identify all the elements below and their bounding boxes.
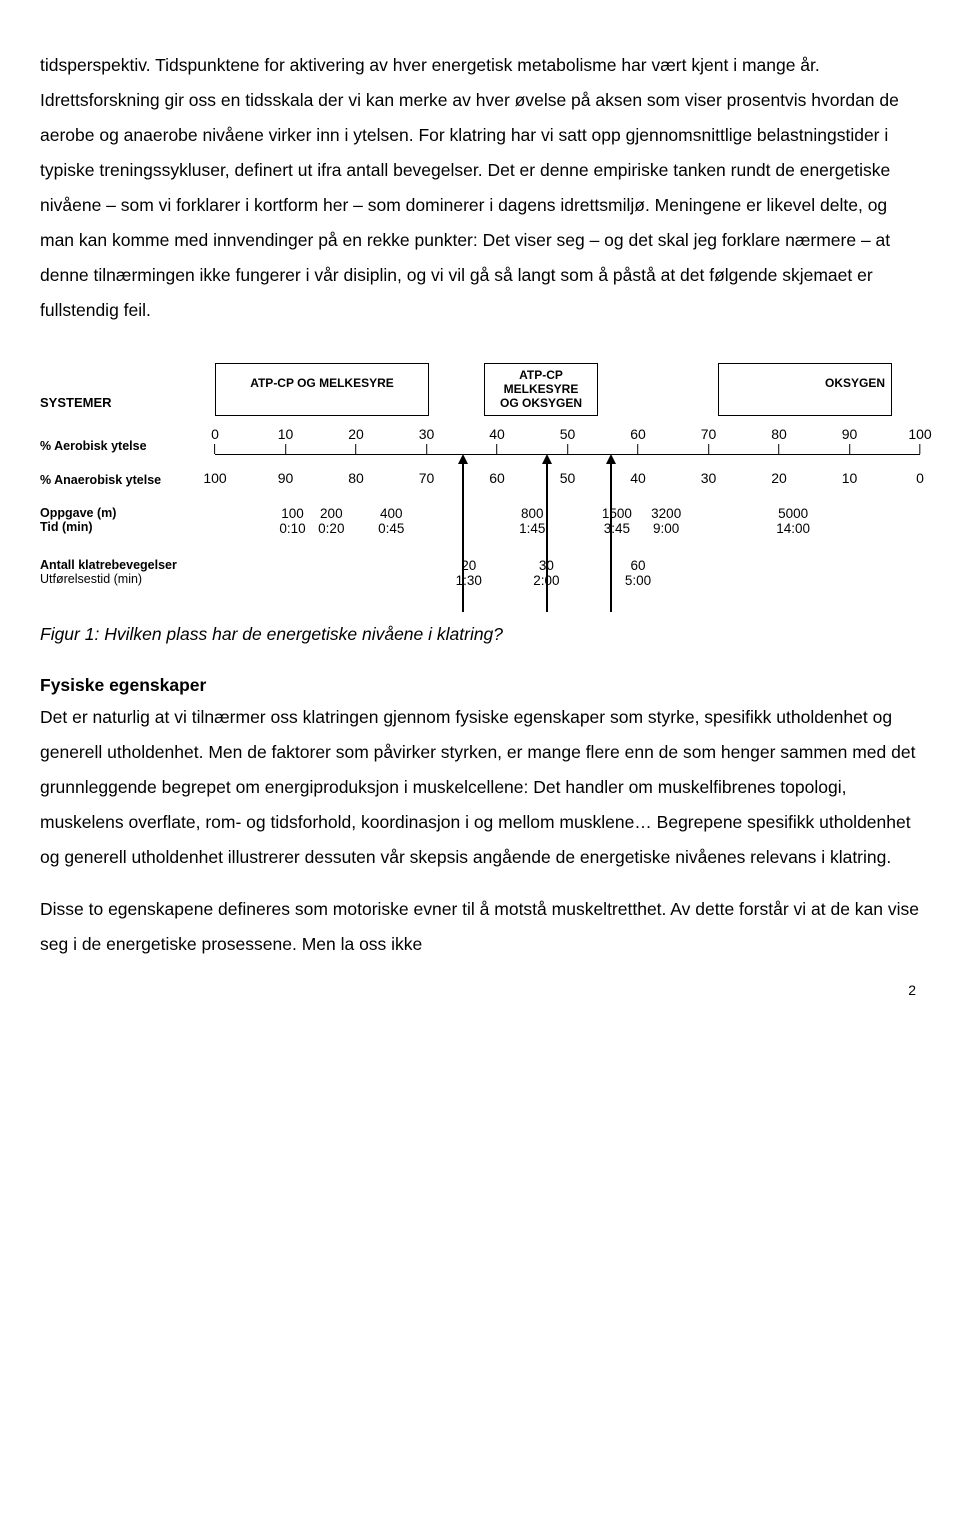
page-number: 2 [40,982,920,998]
anaerobic-tick: 0 [916,470,924,486]
climb-value: 605:00 [625,558,651,588]
task-value: 2000:20 [318,506,344,536]
anaerobic-label: % Anaerobisk ytelse [40,473,215,487]
aerobic-tick: 10 [278,426,294,454]
aerobic-tick: 80 [771,426,787,454]
figure-caption: Figur 1: Hvilken plass har de energetisk… [40,624,920,645]
anaerobic-tick: 10 [842,470,858,486]
anaerobic-tick: 60 [489,470,505,486]
system-box-oxygen: OKSYGEN [718,363,892,416]
task-value: 32009:00 [651,506,681,536]
systems-row: SYSTEMER ATP-CP OG MELKESYRE ATP-CP MELK… [40,363,920,416]
task-value: 4000:45 [378,506,404,536]
section-title: Fysiske egenskaper [40,675,920,696]
climb-values: 201:30 302:00 605:00 [215,558,920,594]
aerobic-axis: 0102030405060708090100 [215,426,920,466]
aerobic-tick: 50 [560,426,576,454]
anaerobic-tick: 30 [701,470,717,486]
aerobic-tick: 90 [842,426,858,454]
paragraph-physical-properties: Det er naturlig at vi tilnærmer oss klat… [40,700,920,875]
figure-1: SYSTEMER ATP-CP OG MELKESYRE ATP-CP MELK… [40,363,920,594]
systems-label: SYSTEMER [40,395,215,416]
intro-paragraph: tidsperspektiv. Tidspunktene for aktiver… [40,48,920,328]
task-value: 8001:45 [519,506,545,536]
aerobic-tick: 40 [489,426,505,454]
task-label-distance: Oppgave (m) [40,506,215,520]
anaerobic-tick: 50 [560,470,576,486]
anaerobic-axis: 1009080706050403020100 [215,468,920,492]
climb-value: 201:30 [456,558,482,588]
climb-value: 302:00 [533,558,559,588]
aerobic-tick: 30 [419,426,435,454]
aerobic-scale-row: % Aerobisk ytelse 0102030405060708090100 [40,426,920,466]
aerobic-tick: 20 [348,426,364,454]
climb-label-time: Utførelsestid (min) [40,572,215,586]
anaerobic-tick: 80 [348,470,364,486]
aerobic-tick: 0 [211,426,219,454]
anaerobic-scale-row: % Anaerobisk ytelse 100 90 80 70 60 50 40 30 20 1… [40,468,920,492]
anaerobic-tick: 100 [203,470,226,486]
aerobic-tick: 60 [630,426,646,454]
aerobic-tick: 100 [908,426,931,454]
climb-row: Antall klatrebevegelser Utførelsestid (m… [40,558,920,594]
task-value: 500014:00 [776,506,810,536]
anaerobic-tick: 70 [419,470,435,486]
aerobic-tick: 70 [701,426,717,454]
aerobic-label: % Aerobisk ytelse [40,439,215,453]
paragraph-continuation: Disse to egenskapene defineres som motor… [40,892,920,962]
task-value: 15003:45 [602,506,632,536]
task-value: 1000:10 [279,506,305,536]
system-box-atpcp-lactate: ATP-CP OG MELKESYRE [215,363,429,416]
anaerobic-tick: 40 [630,470,646,486]
task-label-time: Tid (min) [40,520,215,534]
climb-label-moves: Antall klatrebevegelser [40,558,215,572]
anaerobic-tick: 20 [771,470,787,486]
task-values: 1000:10 2000:20 4000:45 8001:45 15003:45 3200… [215,506,920,542]
anaerobic-tick: 90 [278,470,294,486]
task-row: Oppgave (m) Tid (min) 1000:10 2000:20 4000… [40,506,920,542]
system-box-mixed: ATP-CP MELKESYRE OG OKSYGEN [484,363,598,416]
